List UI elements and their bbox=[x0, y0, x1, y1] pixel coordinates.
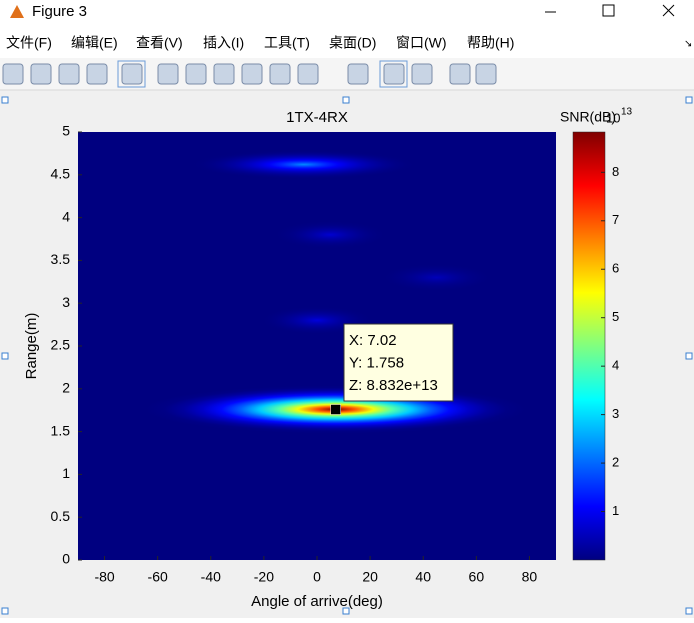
y-tick-label: 2 bbox=[62, 380, 70, 396]
toolbar-button[interactable] bbox=[449, 63, 471, 85]
toolbar-button-active[interactable] bbox=[379, 60, 408, 88]
datatip-line: X: 7.02 bbox=[349, 332, 397, 349]
close-button[interactable] bbox=[662, 4, 675, 17]
menu-item[interactable]: 编辑(E) bbox=[71, 35, 118, 51]
selection-handle[interactable] bbox=[342, 96, 350, 104]
plot-clip-cover bbox=[0, 112, 78, 572]
toolbar-button-active[interactable] bbox=[117, 60, 146, 88]
selection-handle[interactable] bbox=[342, 607, 350, 615]
x-tick-label: -60 bbox=[148, 569, 168, 585]
toolbar-button[interactable] bbox=[121, 63, 143, 85]
heatmap-peak bbox=[188, 149, 419, 180]
colorbar-label: SNR(dB) bbox=[560, 109, 616, 125]
window-title: Figure 3 bbox=[32, 3, 87, 20]
y-tick-label: 1.5 bbox=[51, 422, 71, 438]
toolbar-button[interactable] bbox=[157, 63, 179, 85]
colorbar-tick-label: 6 bbox=[612, 261, 619, 276]
x-axis-label: Angle of arrive(deg) bbox=[251, 593, 383, 610]
y-tick-label: 3 bbox=[62, 294, 70, 310]
y-tick-label: 5 bbox=[62, 123, 70, 139]
menu-item[interactable]: 帮助(H) bbox=[467, 35, 514, 51]
y-tick-label: 0.5 bbox=[51, 508, 71, 524]
toolbar-button[interactable] bbox=[2, 63, 24, 85]
y-tick-label: 4 bbox=[62, 208, 70, 224]
datatip-line: Z: 8.832e+13 bbox=[349, 377, 438, 394]
selection-handle[interactable] bbox=[685, 607, 693, 615]
toolbar-button[interactable] bbox=[383, 63, 405, 85]
x-tick-label: 60 bbox=[469, 569, 485, 585]
menu-item[interactable]: 插入(I) bbox=[203, 35, 244, 51]
toolbar-button[interactable] bbox=[58, 63, 80, 85]
menu-item[interactable]: 文件(F) bbox=[6, 35, 52, 51]
selection-handle[interactable] bbox=[685, 352, 693, 360]
toolbar-button[interactable] bbox=[297, 63, 319, 85]
x-tick-label: -80 bbox=[94, 569, 114, 585]
selection-handle[interactable] bbox=[1, 352, 9, 360]
toolbar-button[interactable] bbox=[269, 63, 291, 85]
toolbar-button[interactable] bbox=[347, 63, 369, 85]
toolbar-button[interactable] bbox=[30, 63, 52, 85]
toolbar-button[interactable] bbox=[241, 63, 263, 85]
colorbar bbox=[572, 131, 606, 561]
toolbar-button[interactable] bbox=[86, 63, 108, 85]
selection-handle[interactable] bbox=[1, 607, 9, 615]
maximize-button[interactable] bbox=[602, 4, 615, 17]
colorbar-tick-label: 3 bbox=[612, 406, 619, 421]
menu-item[interactable]: 窗口(W) bbox=[396, 35, 447, 51]
y-tick-label: 4.5 bbox=[51, 166, 71, 182]
selection-handle[interactable] bbox=[1, 96, 9, 104]
menu-item[interactable]: 桌面(D) bbox=[329, 35, 376, 51]
colorbar-tick-label: 1 bbox=[612, 503, 619, 518]
toolbar-button[interactable] bbox=[185, 63, 207, 85]
app-icon bbox=[10, 5, 24, 18]
chart-title: 1TX-4RX bbox=[286, 109, 348, 126]
selection-handle[interactable] bbox=[685, 96, 693, 104]
toolbar bbox=[0, 58, 694, 90]
heatmap-peak bbox=[376, 262, 497, 293]
colorbar-tick-label: 7 bbox=[612, 212, 619, 227]
title-menu-area bbox=[0, 0, 694, 58]
colorbar-tick-label: 5 bbox=[612, 309, 619, 324]
menu-item[interactable]: 工具(T) bbox=[264, 35, 310, 51]
x-tick-label: 80 bbox=[522, 569, 538, 585]
toolbar-button[interactable] bbox=[411, 63, 433, 85]
x-tick-label: 40 bbox=[415, 569, 431, 585]
y-tick-label: 3.5 bbox=[51, 251, 71, 267]
y-tick-label: 2.5 bbox=[51, 337, 71, 353]
colorbar-tick-label: 2 bbox=[612, 455, 619, 470]
y-tick-label: 0 bbox=[62, 551, 70, 567]
heatmap-background bbox=[78, 132, 556, 560]
x-tick-label: 20 bbox=[362, 569, 378, 585]
toolbar-button[interactable] bbox=[213, 63, 235, 85]
heatmap-peak bbox=[270, 219, 391, 250]
colorbar-tick-label: 8 bbox=[612, 164, 619, 179]
y-axis-label: Range(m) bbox=[23, 313, 40, 380]
colorbar-exponent-power: 13 bbox=[621, 107, 633, 118]
datatip-box[interactable] bbox=[343, 323, 454, 402]
y-tick-label: 1 bbox=[62, 465, 70, 481]
colorbar-exponent-base: 10 bbox=[606, 110, 620, 125]
colorbar-tick-label: 4 bbox=[612, 358, 619, 373]
x-tick-label: -40 bbox=[201, 569, 221, 585]
menu-arrow[interactable]: ↘ bbox=[684, 39, 692, 50]
datatip-line: Y: 1.758 bbox=[349, 354, 404, 371]
plot-clip-cover bbox=[556, 112, 572, 572]
datatip-marker[interactable] bbox=[330, 404, 341, 415]
x-tick-label: 0 bbox=[313, 569, 321, 585]
menu-item[interactable]: 查看(V) bbox=[136, 35, 183, 51]
toolbar-button[interactable] bbox=[475, 63, 497, 85]
x-tick-label: -20 bbox=[254, 569, 274, 585]
